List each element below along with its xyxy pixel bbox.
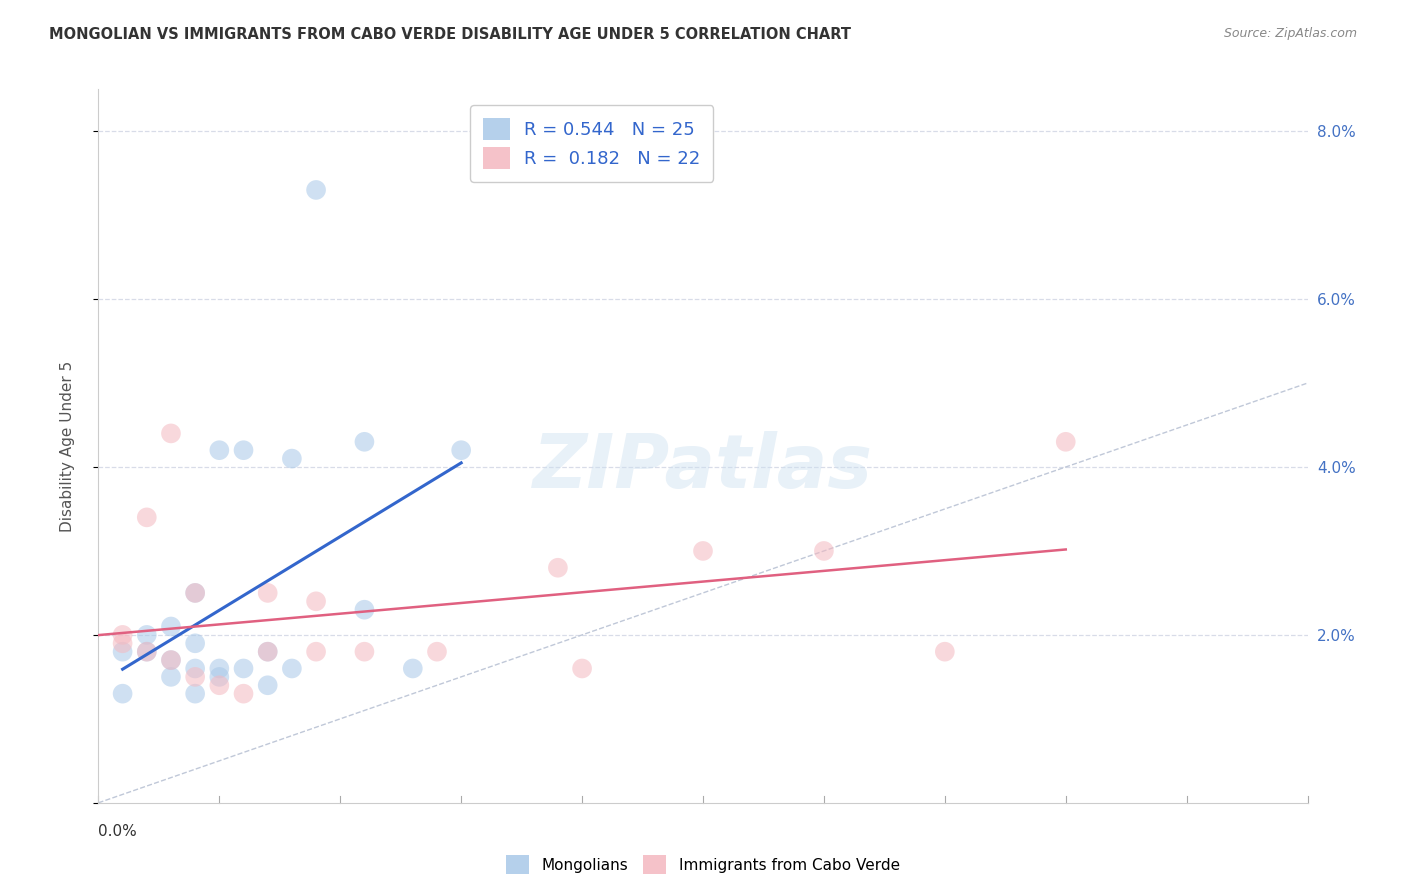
Point <box>305 645 328 659</box>
Point <box>281 661 304 675</box>
Point <box>184 687 207 701</box>
Point <box>281 451 304 466</box>
Point <box>256 645 278 659</box>
Point <box>111 687 134 701</box>
Point <box>692 544 714 558</box>
Point <box>232 661 254 675</box>
Point <box>208 678 231 692</box>
Point <box>160 426 183 441</box>
Point <box>450 443 472 458</box>
Point <box>184 636 207 650</box>
Point <box>353 645 375 659</box>
Point <box>934 645 956 659</box>
Point <box>135 645 157 659</box>
Point <box>111 628 134 642</box>
Point <box>402 661 425 675</box>
Point <box>111 636 134 650</box>
Point <box>208 443 231 458</box>
Point <box>256 586 278 600</box>
Legend: Mongolians, Immigrants from Cabo Verde: Mongolians, Immigrants from Cabo Verde <box>501 849 905 880</box>
Point <box>547 560 569 574</box>
Point <box>160 619 183 633</box>
Point <box>256 678 278 692</box>
Text: MONGOLIAN VS IMMIGRANTS FROM CABO VERDE DISABILITY AGE UNDER 5 CORRELATION CHART: MONGOLIAN VS IMMIGRANTS FROM CABO VERDE … <box>49 27 851 42</box>
Point <box>232 687 254 701</box>
Legend: R = 0.544   N = 25, R =  0.182   N = 22: R = 0.544 N = 25, R = 0.182 N = 22 <box>470 105 713 182</box>
Point <box>353 434 375 449</box>
Point <box>426 645 449 659</box>
Point <box>160 670 183 684</box>
Point <box>184 586 207 600</box>
Point <box>184 586 207 600</box>
Point <box>1054 434 1077 449</box>
Point <box>184 661 207 675</box>
Text: ZIPatlas: ZIPatlas <box>533 431 873 504</box>
Point <box>160 653 183 667</box>
Point <box>305 183 328 197</box>
Point <box>571 661 593 675</box>
Y-axis label: Disability Age Under 5: Disability Age Under 5 <box>60 360 75 532</box>
Point <box>135 510 157 524</box>
Point <box>111 645 134 659</box>
Point <box>208 661 231 675</box>
Point <box>135 628 157 642</box>
Point <box>184 670 207 684</box>
Point <box>305 594 328 608</box>
Point <box>208 670 231 684</box>
Point <box>813 544 835 558</box>
Point <box>160 653 183 667</box>
Text: 0.0%: 0.0% <box>98 824 138 839</box>
Point <box>135 645 157 659</box>
Text: Source: ZipAtlas.com: Source: ZipAtlas.com <box>1223 27 1357 40</box>
Point <box>232 443 254 458</box>
Point <box>256 645 278 659</box>
Point <box>353 603 375 617</box>
